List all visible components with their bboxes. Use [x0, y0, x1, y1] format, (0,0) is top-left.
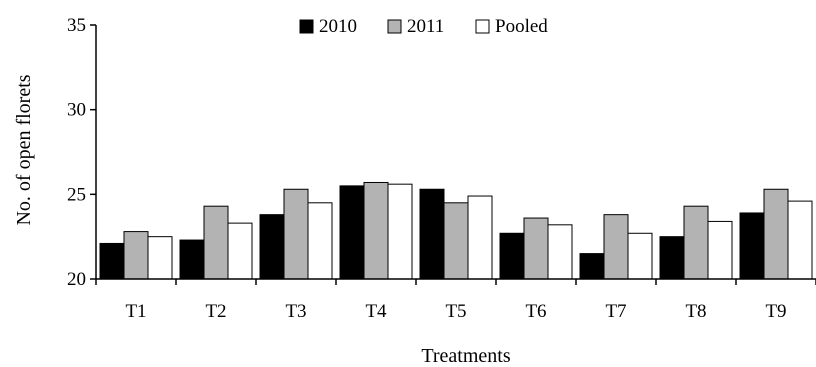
- x-tick-label: T4: [365, 301, 387, 322]
- legend-swatch-2010: [299, 19, 314, 34]
- bar-t2-2011: [203, 205, 229, 280]
- bars-group: [99, 181, 813, 280]
- bar-t6-pooled: [547, 224, 573, 280]
- legend-label-2010: 2010: [319, 16, 357, 37]
- bar-t3-2011: [283, 188, 309, 280]
- x-tick-label: T1: [125, 301, 146, 322]
- y-tick-label: 35: [67, 15, 86, 36]
- bar-t6-2010: [499, 232, 525, 280]
- x-tick-label: T7: [605, 301, 626, 322]
- bar-t9-2011: [763, 188, 789, 280]
- bar-t4-2010: [339, 185, 365, 280]
- bar-t8-2010: [659, 236, 685, 280]
- x-ticks-group: T1 T2 T3 T4 T5 T6 T7 T8 T9: [95, 279, 816, 322]
- bar-t9-2010: [739, 212, 765, 280]
- x-tick-label: T5: [445, 301, 466, 322]
- bar-t4-2011: [363, 181, 389, 280]
- bar-t8-2011: [683, 205, 709, 280]
- x-tick-label: T8: [685, 301, 706, 322]
- legend-swatch-2011: [387, 19, 402, 34]
- x-tick-label: T6: [525, 301, 546, 322]
- legend: 2010 2011 Pooled: [299, 16, 548, 37]
- bar-t5-2011: [443, 202, 469, 280]
- bar-t7-pooled: [627, 232, 653, 280]
- bar-t3-2010: [259, 214, 285, 280]
- y-tick-label: 25: [67, 184, 86, 205]
- x-tick-label: T3: [285, 301, 306, 322]
- bar-t8-pooled: [707, 220, 733, 280]
- bar-t7-2010: [579, 253, 605, 280]
- legend-swatch-pooled: [475, 19, 490, 34]
- bar-t9-pooled: [787, 200, 813, 280]
- axes-group: [95, 25, 816, 280]
- y-axis-label: No. of open florets: [13, 74, 35, 225]
- y-ticks-group: 20 25 30 35: [67, 15, 96, 290]
- bar-t5-2010: [419, 188, 445, 280]
- y-tick-label: 30: [67, 100, 86, 121]
- bar-t2-2010: [179, 239, 205, 280]
- bar-t1-2010: [99, 242, 125, 280]
- x-tick-label: T2: [205, 301, 226, 322]
- bar-t3-pooled: [307, 202, 333, 280]
- x-tick-label: T9: [765, 301, 786, 322]
- bar-t7-2011: [603, 214, 629, 280]
- bar-t1-pooled: [147, 236, 173, 280]
- x-axis-label: Treatments: [421, 345, 510, 367]
- bar-t5-pooled: [467, 195, 493, 280]
- bar-t1-2011: [123, 231, 149, 280]
- bar-t4-pooled: [387, 183, 413, 280]
- bar-t6-2011: [523, 217, 549, 280]
- y-tick-label: 20: [67, 269, 86, 290]
- bar-t2-pooled: [227, 222, 253, 280]
- legend-label-2011: 2011: [407, 16, 444, 37]
- legend-label-pooled: Pooled: [495, 16, 548, 37]
